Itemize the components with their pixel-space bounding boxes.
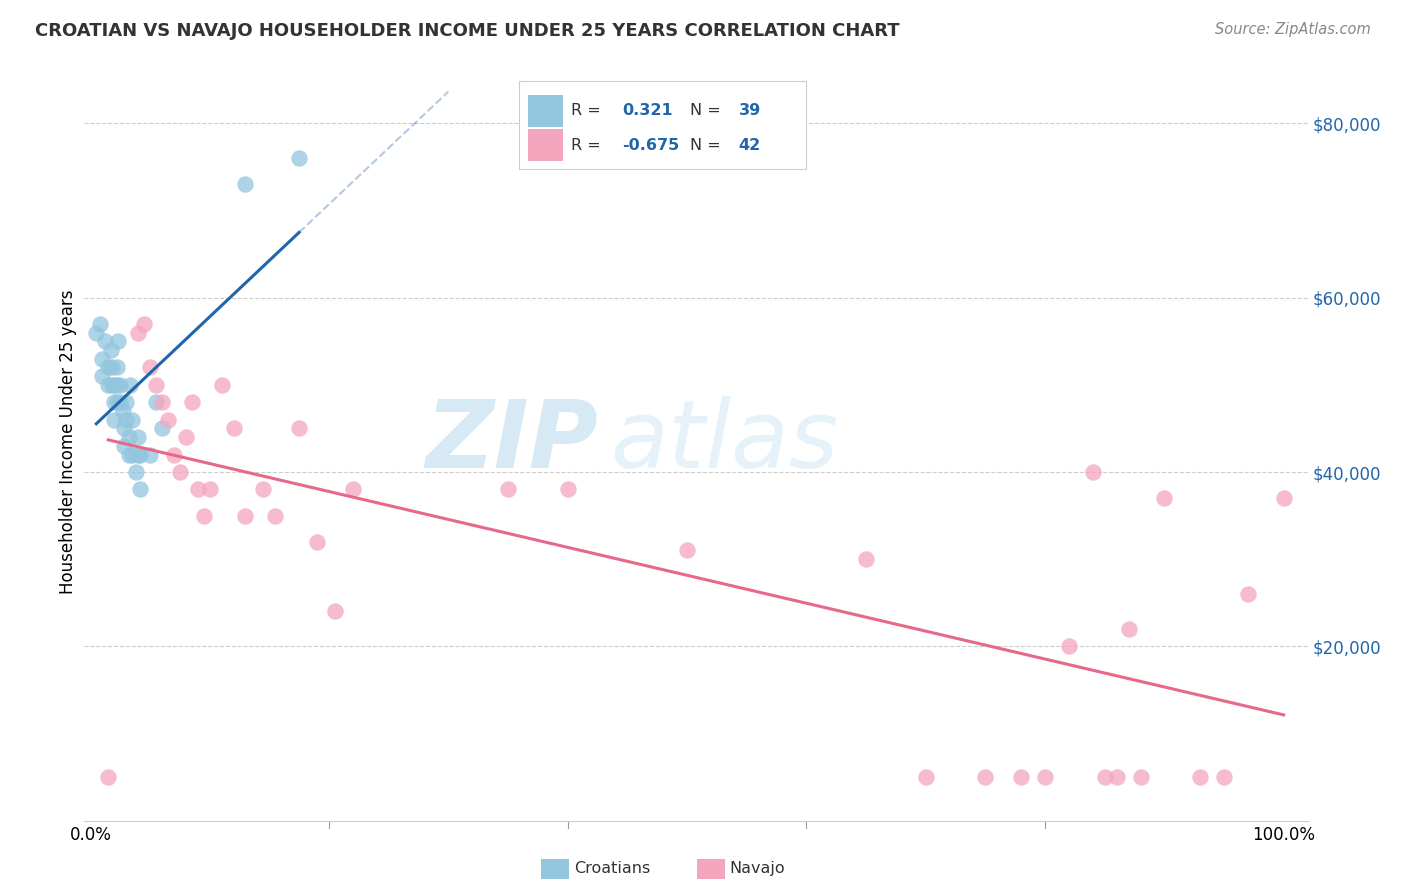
- Point: [557, 483, 579, 497]
- Point: [150, 395, 173, 409]
- Point: [1057, 640, 1080, 654]
- FancyBboxPatch shape: [519, 81, 806, 169]
- Point: [107, 334, 129, 349]
- Text: Source: ZipAtlas.com: Source: ZipAtlas.com: [1215, 22, 1371, 37]
- Point: [163, 448, 186, 462]
- Point: [117, 430, 139, 444]
- Point: [124, 465, 146, 479]
- Text: atlas: atlas: [610, 396, 838, 487]
- Point: [1129, 770, 1152, 784]
- Point: [187, 483, 209, 497]
- Point: [103, 395, 125, 409]
- Point: [1272, 491, 1295, 506]
- Point: [974, 770, 997, 784]
- Point: [91, 351, 114, 366]
- Point: [1033, 770, 1056, 784]
- Point: [115, 413, 138, 427]
- Text: Navajo: Navajo: [730, 862, 786, 876]
- Point: [1118, 622, 1140, 636]
- Point: [1081, 465, 1104, 479]
- Point: [127, 326, 149, 340]
- Point: [108, 377, 131, 392]
- Point: [264, 508, 287, 523]
- Point: [211, 377, 233, 392]
- Point: [103, 413, 125, 427]
- Text: R =: R =: [571, 103, 600, 119]
- Point: [127, 430, 149, 444]
- Point: [288, 151, 311, 165]
- Point: [100, 343, 122, 357]
- Point: [115, 395, 138, 409]
- Point: [914, 770, 936, 784]
- Point: [150, 421, 173, 435]
- Point: [222, 421, 245, 435]
- Point: [139, 360, 162, 375]
- Point: [145, 377, 167, 392]
- Text: N =: N =: [690, 103, 721, 119]
- Point: [676, 543, 699, 558]
- Text: -0.675: -0.675: [623, 137, 681, 153]
- Point: [91, 369, 114, 384]
- Point: [1153, 491, 1175, 506]
- Point: [323, 605, 346, 619]
- Point: [97, 770, 120, 784]
- Point: [180, 395, 202, 409]
- Point: [93, 334, 115, 349]
- Text: ZIP: ZIP: [425, 395, 598, 488]
- Text: 0.321: 0.321: [623, 103, 673, 119]
- Text: CROATIAN VS NAVAJO HOUSEHOLDER INCOME UNDER 25 YEARS CORRELATION CHART: CROATIAN VS NAVAJO HOUSEHOLDER INCOME UN…: [35, 22, 900, 40]
- Point: [1189, 770, 1212, 784]
- Text: 39: 39: [738, 103, 761, 119]
- Point: [252, 483, 274, 497]
- Point: [117, 448, 139, 462]
- Point: [235, 508, 257, 523]
- Point: [112, 421, 135, 435]
- Point: [129, 483, 152, 497]
- Point: [193, 508, 215, 523]
- Point: [1094, 770, 1116, 784]
- Point: [127, 448, 149, 462]
- Point: [288, 421, 311, 435]
- Point: [121, 448, 143, 462]
- Point: [101, 377, 124, 392]
- Point: [89, 317, 111, 331]
- Point: [342, 483, 364, 497]
- Point: [169, 465, 191, 479]
- Point: [101, 360, 124, 375]
- Point: [97, 360, 120, 375]
- Text: R =: R =: [571, 137, 600, 153]
- Point: [145, 395, 167, 409]
- Y-axis label: Householder Income Under 25 years: Householder Income Under 25 years: [59, 289, 77, 594]
- Text: Croatians: Croatians: [574, 862, 650, 876]
- Point: [307, 534, 329, 549]
- Point: [174, 430, 197, 444]
- Point: [1105, 770, 1128, 784]
- Point: [496, 483, 519, 497]
- Point: [1010, 770, 1032, 784]
- Bar: [529, 95, 562, 127]
- Point: [105, 395, 128, 409]
- Bar: [529, 129, 562, 161]
- Point: [129, 448, 152, 462]
- Point: [111, 404, 134, 418]
- Point: [1213, 770, 1236, 784]
- Point: [108, 395, 131, 409]
- Point: [84, 326, 107, 340]
- Point: [156, 413, 179, 427]
- Text: 42: 42: [738, 137, 761, 153]
- Point: [198, 483, 221, 497]
- Point: [105, 360, 128, 375]
- Point: [97, 377, 120, 392]
- Text: N =: N =: [690, 137, 721, 153]
- Point: [103, 377, 125, 392]
- Point: [1237, 587, 1260, 601]
- Point: [235, 178, 257, 192]
- Point: [855, 552, 877, 566]
- Point: [139, 448, 162, 462]
- Point: [112, 439, 135, 453]
- Point: [105, 377, 128, 392]
- Point: [121, 413, 143, 427]
- Point: [118, 377, 141, 392]
- Point: [132, 317, 155, 331]
